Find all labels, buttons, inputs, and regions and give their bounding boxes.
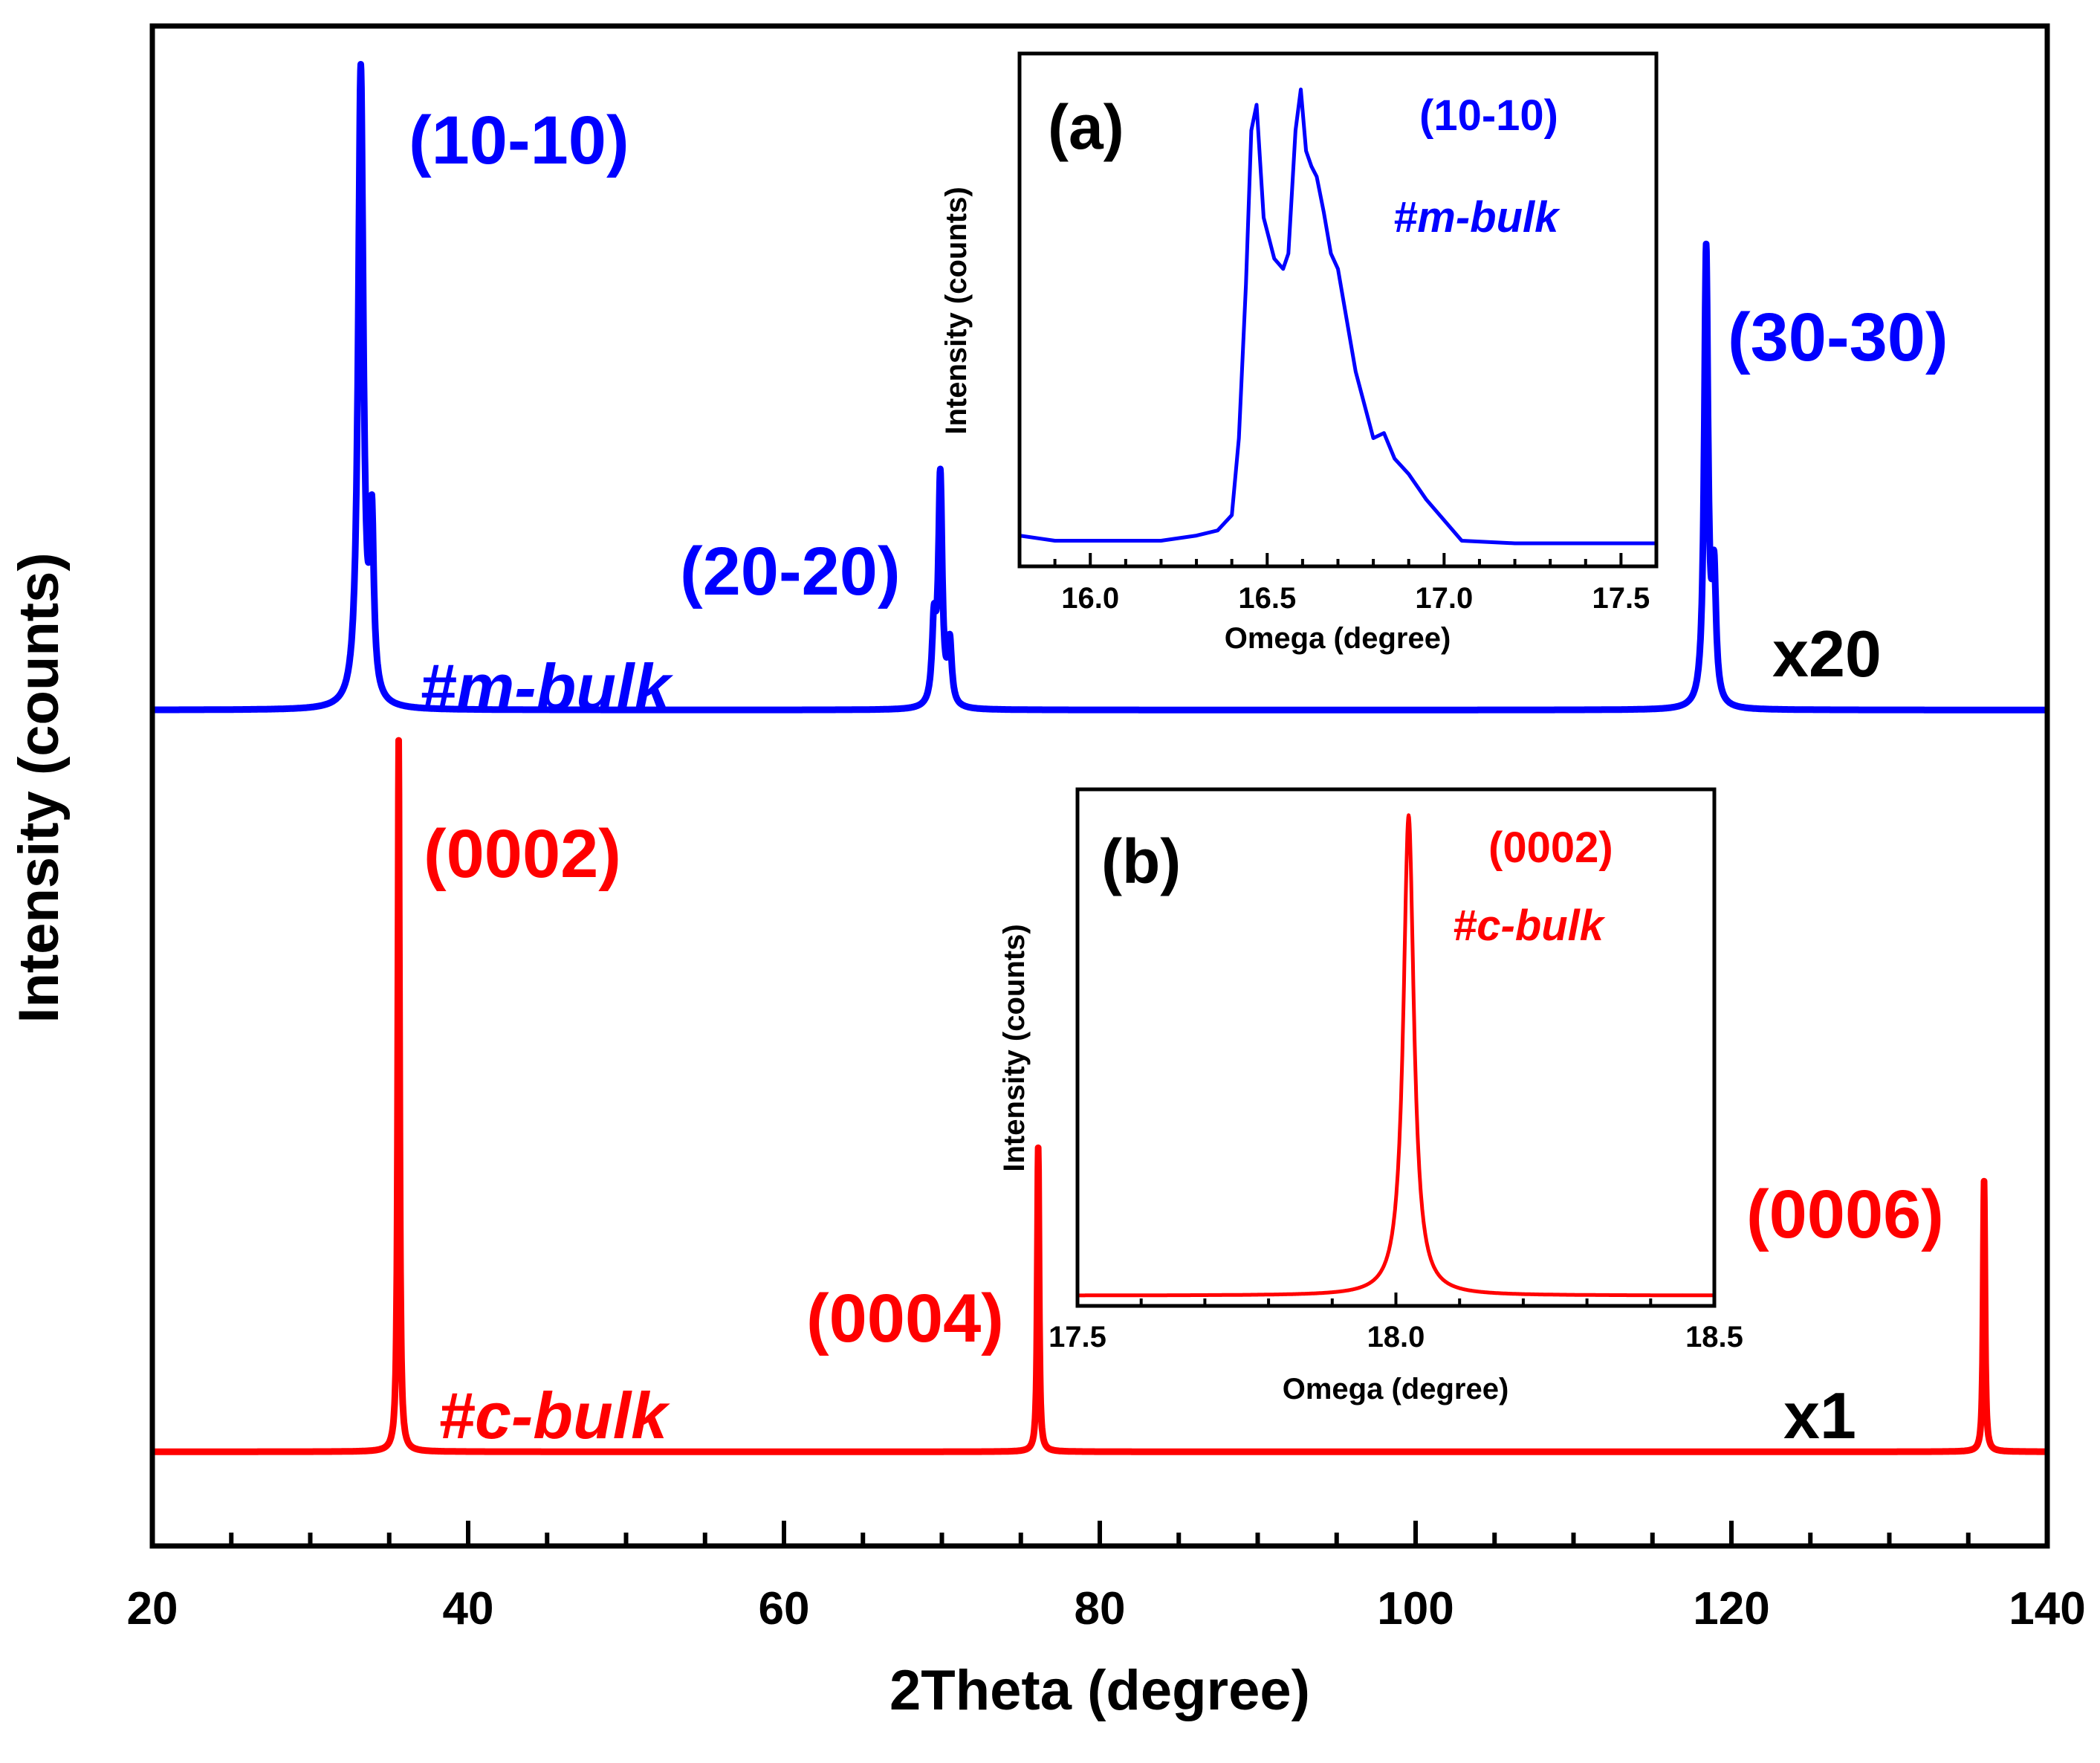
- inset-a-panel-label: (a): [1048, 92, 1124, 162]
- series-line-m-bulk: [149, 61, 2051, 714]
- peak-label-0006: (0006): [1746, 1177, 1944, 1252]
- inset-b-x-tick-label: 18.5: [1685, 1321, 1743, 1353]
- inset-b-peak-label: (0002): [1488, 824, 1613, 872]
- inset-a-background: [1020, 54, 1656, 566]
- sample-label-m-bulk: #m-bulk: [420, 650, 673, 724]
- inset-a-peak-label: (10-10): [1419, 91, 1558, 140]
- inset-b-panel-label: (b): [1101, 826, 1181, 896]
- inset-b-background: [1077, 789, 1714, 1306]
- inset-b: 17.5 18.0 18.5 Omega (degree) Intensity (c…: [998, 787, 1743, 1405]
- inset-a-x-tick-label: 16.5: [1238, 582, 1296, 615]
- inset-b-x-tick-label: 18.0: [1367, 1321, 1425, 1353]
- inset-a-sample-label: #m-bulk: [1393, 193, 1561, 242]
- x-tick-label: 140: [2009, 1583, 2085, 1634]
- peak-label-30-30: (30-30): [1728, 300, 1948, 375]
- inset-b-frame: [1075, 787, 1717, 1308]
- x-tick-label: 80: [1075, 1583, 1126, 1634]
- inset-a-frame: [1017, 51, 1659, 569]
- inset-b-x-tick-label: 17.5: [1049, 1321, 1106, 1353]
- peak-label-20-20: (20-20): [680, 534, 901, 609]
- inset-a-x-tick-label: 17.0: [1415, 582, 1473, 615]
- x-tick-label: 20: [127, 1583, 178, 1634]
- y-axis-title: Intensity (counts): [7, 552, 71, 1023]
- peak-label-0004: (0004): [806, 1281, 1004, 1356]
- x-axis-title: 2Theta (degree): [889, 1659, 1310, 1722]
- inset-a-ticks: 16.0 16.5 17.0 17.5: [1053, 553, 1658, 615]
- inset-b-y-title: Intensity (counts): [998, 924, 1031, 1171]
- sample-label-c-bulk: #c-bulk: [438, 1379, 670, 1452]
- inset-a: 16.0 16.5 17.0 17.5 Omega (degree) Intensit…: [940, 51, 1659, 655]
- inset-a-y-title: Intensity (counts): [940, 187, 973, 434]
- x-tick-label: 120: [1693, 1583, 1769, 1634]
- peak-label-0002: (0002): [424, 816, 621, 892]
- main-grid-ticks: 20 40 60 80 100 120 140: [127, 1521, 2086, 1634]
- scale-label-x20: x20: [1772, 617, 1882, 690]
- inset-a-x-title: Omega (degree): [1225, 622, 1451, 655]
- x-tick-label: 60: [759, 1583, 810, 1634]
- inset-b-ticks: 17.5 18.0 18.5: [1049, 1293, 1743, 1353]
- inset-a-x-tick-label: 17.5: [1592, 582, 1650, 615]
- x-tick-label: 40: [443, 1583, 494, 1634]
- inset-b-series-line: [1076, 813, 1716, 1298]
- inset-a-x-tick-label: 16.0: [1061, 582, 1119, 615]
- main-plot: 20 40 60 80 100 120 140 2Theta (degree) Intens…: [7, 23, 2086, 1722]
- x-tick-label: 100: [1377, 1583, 1454, 1634]
- peak-label-10-10: (10-10): [409, 103, 629, 178]
- main-plot-frame: [149, 23, 2050, 1549]
- series-line-c-bulk: [149, 737, 2051, 1455]
- inset-a-series-line: [1019, 87, 1656, 546]
- scale-label-x1: x1: [1783, 1379, 1856, 1452]
- inset-b-sample-label: #c-bulk: [1453, 902, 1606, 950]
- inset-b-x-title: Omega (degree): [1283, 1373, 1509, 1405]
